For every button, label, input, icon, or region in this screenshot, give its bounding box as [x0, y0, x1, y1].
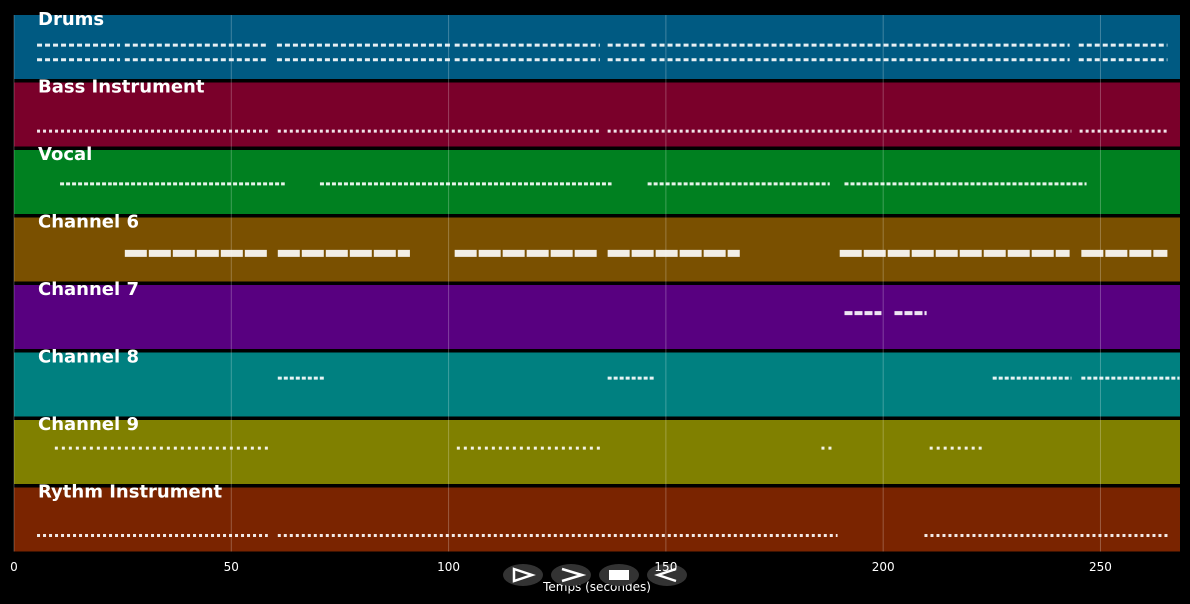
track-name: Channel 9: [38, 414, 139, 435]
track-band: [14, 150, 1180, 214]
x-tick-label: 100: [437, 560, 460, 574]
x-tick-label: 150: [654, 560, 677, 574]
track-band: [14, 487, 1180, 552]
track-name: Rythm Instrument: [38, 482, 223, 503]
play-button[interactable]: [503, 564, 543, 586]
x-tick-label: 0: [10, 560, 18, 574]
track-band: [14, 15, 1180, 79]
track-band: [14, 352, 1180, 417]
forward-button[interactable]: [551, 564, 591, 586]
x-tick-label: 50: [224, 560, 239, 574]
track-bands: [14, 15, 1180, 552]
x-tick-label: 200: [872, 560, 895, 574]
track-name: Vocal: [38, 144, 92, 165]
controls: [503, 564, 687, 586]
track-name: Drums: [38, 9, 104, 30]
track-name: Bass Instrument: [38, 77, 205, 98]
track-name: Channel 8: [38, 347, 139, 368]
stop-button[interactable]: [599, 564, 639, 586]
track-name: Channel 6: [38, 212, 139, 233]
track-band: [14, 420, 1180, 484]
track-name: Channel 7: [38, 279, 139, 300]
x-tick-label: 250: [1089, 560, 1112, 574]
track-band: [14, 217, 1180, 282]
track-band: [14, 82, 1180, 147]
track-band: [14, 285, 1180, 349]
rewind-button[interactable]: [647, 564, 687, 586]
